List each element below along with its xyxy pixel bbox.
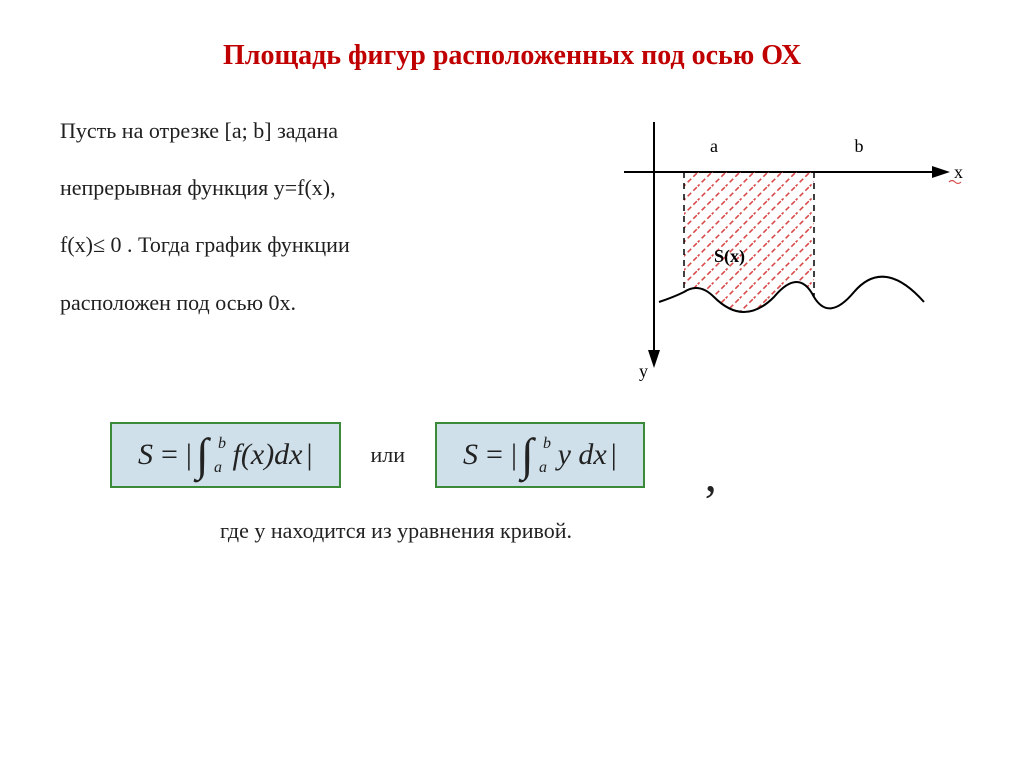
formula-box-2: S = | b ∫ a y dx |: [435, 422, 645, 488]
f1-int-lower: a: [214, 459, 222, 477]
label-a: a: [710, 136, 718, 156]
f1-lhs: S: [138, 438, 153, 472]
f1-eq: =: [161, 438, 178, 472]
f1-abs-close: |: [307, 438, 313, 472]
label-x: x: [954, 162, 963, 182]
f2-abs-close: |: [611, 438, 617, 472]
f2-int-upper: b: [543, 435, 551, 453]
f1-abs-open: |: [186, 438, 192, 472]
f2-integrand: y dx: [558, 438, 607, 472]
body-text: Пусть на отрезке [a; b] задана непрерывн…: [60, 102, 584, 331]
footnote: где y находится из уравнения кривой.: [220, 518, 964, 544]
label-y: y: [639, 361, 648, 381]
slide-title: Площадь фигур расположенных под осью ОХ: [60, 40, 964, 72]
hatched-region: [684, 172, 814, 312]
formula-box-1: S = | b ∫ a f(x)dx |: [110, 422, 341, 488]
integral-symbol-icon: ∫: [521, 439, 534, 471]
body-line-3: f(x)≤ 0 . Тогда график функции: [60, 216, 584, 273]
f2-abs-open: |: [511, 438, 517, 472]
f2-integral: b ∫ a: [521, 439, 534, 471]
f2-int-lower: a: [539, 459, 547, 477]
label-b: b: [855, 136, 864, 156]
f2-eq: =: [486, 438, 503, 472]
f2-lhs: S: [463, 438, 478, 472]
or-label: или: [371, 442, 406, 468]
body-line-1: Пусть на отрезке [a; b] задана: [60, 102, 584, 159]
label-Sx: S(x): [714, 246, 745, 267]
body-line-2: непрерывная функция y=f(x),: [60, 159, 584, 216]
integral-symbol-icon: ∫: [196, 439, 209, 471]
body-line-4: расположен под осью 0x.: [60, 274, 584, 331]
f1-int-upper: b: [218, 435, 226, 453]
trailing-comma: ,: [705, 464, 717, 488]
integral-diagram: a b x y S(x): [614, 102, 964, 382]
f1-integral: b ∫ a: [196, 439, 209, 471]
f1-integrand: f(x)dx: [233, 438, 303, 472]
